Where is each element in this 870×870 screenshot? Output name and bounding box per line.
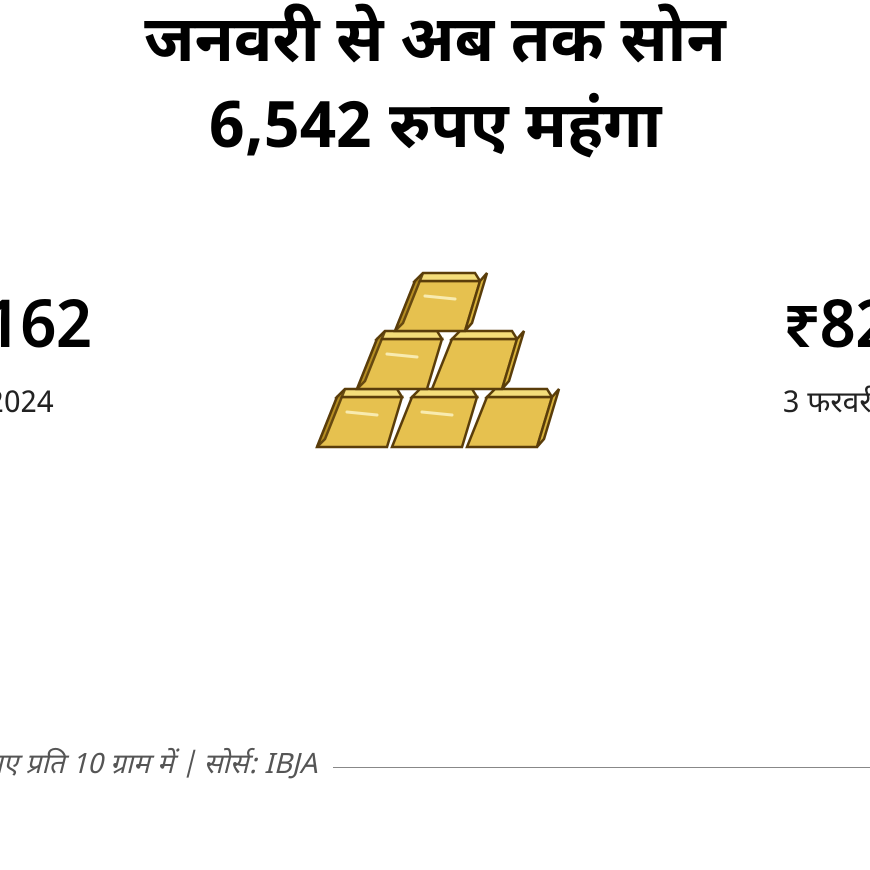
gold-bars-icon xyxy=(307,237,567,477)
footnote-row: रुपए प्रति 10 ग्राम में | सोर्स: IBJA xyxy=(0,749,870,785)
price-after-value: ₹82,7 xyxy=(783,288,870,374)
price-block-after: ₹82,7 3 फरवरी 2 xyxy=(783,288,870,425)
footnote-divider-line xyxy=(333,767,870,768)
price-block-before: 6,162 संबर 2024 xyxy=(0,288,92,425)
price-comparison-row: 6,162 संबर 2024 xyxy=(0,237,870,477)
headline-line1: जनवरी से अब तक सोन xyxy=(0,0,870,90)
price-before-date: संबर 2024 xyxy=(0,386,54,425)
headline-line2: 6,542 रुपए महंगा xyxy=(0,90,870,176)
footnote-text: रुपए प्रति 10 ग्राम में | सोर्स: IBJA xyxy=(0,749,317,785)
price-after-date: 3 फरवरी 2 xyxy=(783,386,870,425)
price-before-value: 6,162 xyxy=(0,288,92,374)
